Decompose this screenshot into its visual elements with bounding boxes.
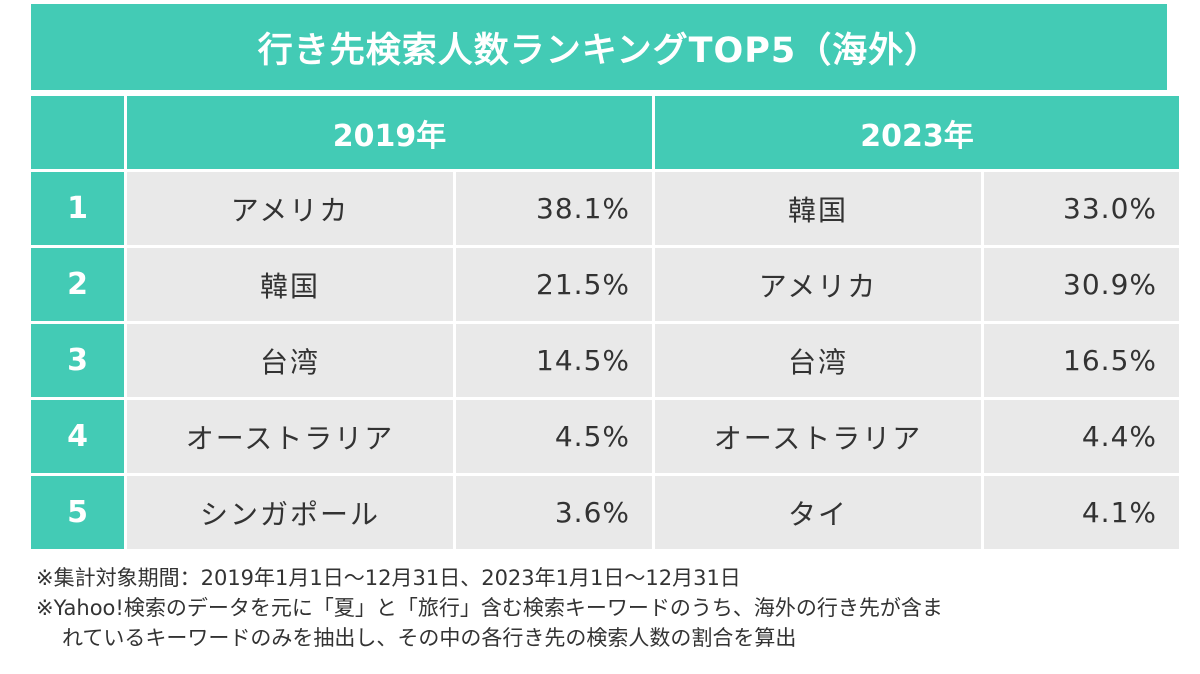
footnotes: ※集計対象期間：2019年1月1日〜12月31日、2023年1月1日〜12月31… [36, 563, 1176, 653]
destination-2019: シンガポール [127, 476, 453, 549]
table-row: 4 オーストラリア 4.5% オーストラリア 4.4% [31, 400, 1179, 473]
rank-number: 2 [31, 248, 124, 321]
destination-2019: アメリカ [127, 172, 453, 245]
destination-2023: 韓国 [655, 172, 981, 245]
share-2019: 21.5% [456, 248, 652, 321]
destination-2019: 韓国 [127, 248, 453, 321]
destination-2023: 台湾 [655, 324, 981, 397]
share-2019: 3.6% [456, 476, 652, 549]
ranking-table: 2019年 2023年 1 アメリカ 38.1% 韓国 33.0% 2 韓国 2… [28, 93, 1182, 552]
note-method-continued: れているキーワードのみを抽出し、その中の各行き先の検索人数の割合を算出 [62, 626, 797, 650]
destination-2023: アメリカ [655, 248, 981, 321]
corner-header [31, 96, 124, 169]
table-row: 3 台湾 14.5% 台湾 16.5% [31, 324, 1179, 397]
rank-number: 1 [31, 172, 124, 245]
destination-2019: 台湾 [127, 324, 453, 397]
destination-2023: タイ [655, 476, 981, 549]
year-2019-header: 2019年 [127, 96, 652, 169]
rank-number: 5 [31, 476, 124, 549]
destination-2019: オーストラリア [127, 400, 453, 473]
share-2023: 4.4% [984, 400, 1179, 473]
page-title: 行き先検索人数ランキングTOP5（海外） [257, 30, 941, 71]
share-2019: 4.5% [456, 400, 652, 473]
share-2019: 38.1% [456, 172, 652, 245]
share-2023: 30.9% [984, 248, 1179, 321]
year-2023-header: 2023年 [655, 96, 1179, 169]
destination-2023: オーストラリア [655, 400, 981, 473]
table-row: 5 シンガポール 3.6% タイ 4.1% [31, 476, 1179, 549]
rank-number: 3 [31, 324, 124, 397]
title-bar: 行き先検索人数ランキングTOP5（海外） [31, 4, 1167, 90]
share-2023: 16.5% [984, 324, 1179, 397]
table-row: 2 韓国 21.5% アメリカ 30.9% [31, 248, 1179, 321]
rank-number: 4 [31, 400, 124, 473]
note-method: ※Yahoo!検索のデータを元に「夏」と「旅行」含む検索キーワードのうち、海外の… [36, 596, 943, 620]
share-2019: 14.5% [456, 324, 652, 397]
note-period: ※集計対象期間：2019年1月1日〜12月31日、2023年1月1日〜12月31… [36, 566, 741, 590]
share-2023: 33.0% [984, 172, 1179, 245]
table-row: 1 アメリカ 38.1% 韓国 33.0% [31, 172, 1179, 245]
share-2023: 4.1% [984, 476, 1179, 549]
header-row: 2019年 2023年 [31, 96, 1179, 169]
